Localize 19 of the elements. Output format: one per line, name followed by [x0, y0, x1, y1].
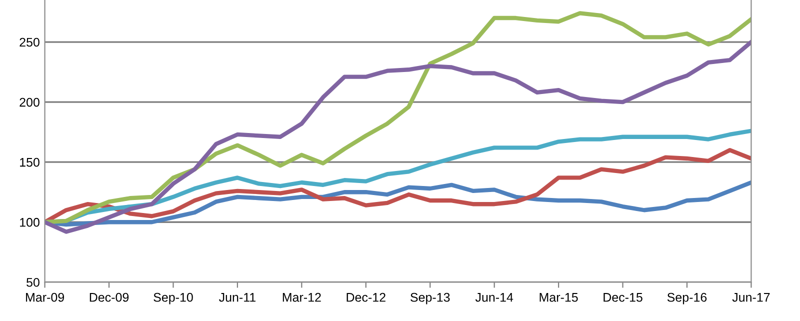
x-tick-label: Jun-11	[219, 293, 256, 302]
x-tick-label: Dec-15	[604, 293, 642, 302]
y-tick-label: 250	[20, 38, 40, 47]
y-tick-label: 50	[26, 278, 40, 287]
x-tick-label: Dec-09	[90, 292, 129, 302]
x-tick-label: Sep-13	[410, 292, 450, 304]
x-tick-label: Sep-16	[667, 292, 707, 304]
x-tick-label: Jun-14	[475, 293, 514, 302]
x-tick-label: Dec-12	[346, 292, 386, 302]
x-tick-label: Mar-15	[540, 293, 578, 302]
y-tick-label: 200	[20, 98, 40, 107]
x-tick-label: Mar-12	[282, 292, 321, 302]
y-tick-label: 100	[20, 218, 40, 227]
x-tick-label: Mar-09	[26, 292, 64, 302]
line-series	[44, 11, 752, 224]
x-tick-label: Jun-17	[732, 293, 770, 302]
y-tick-label: 150	[20, 158, 40, 167]
x-tick-label: Sep-10	[154, 292, 193, 304]
line-series	[44, 40, 752, 234]
